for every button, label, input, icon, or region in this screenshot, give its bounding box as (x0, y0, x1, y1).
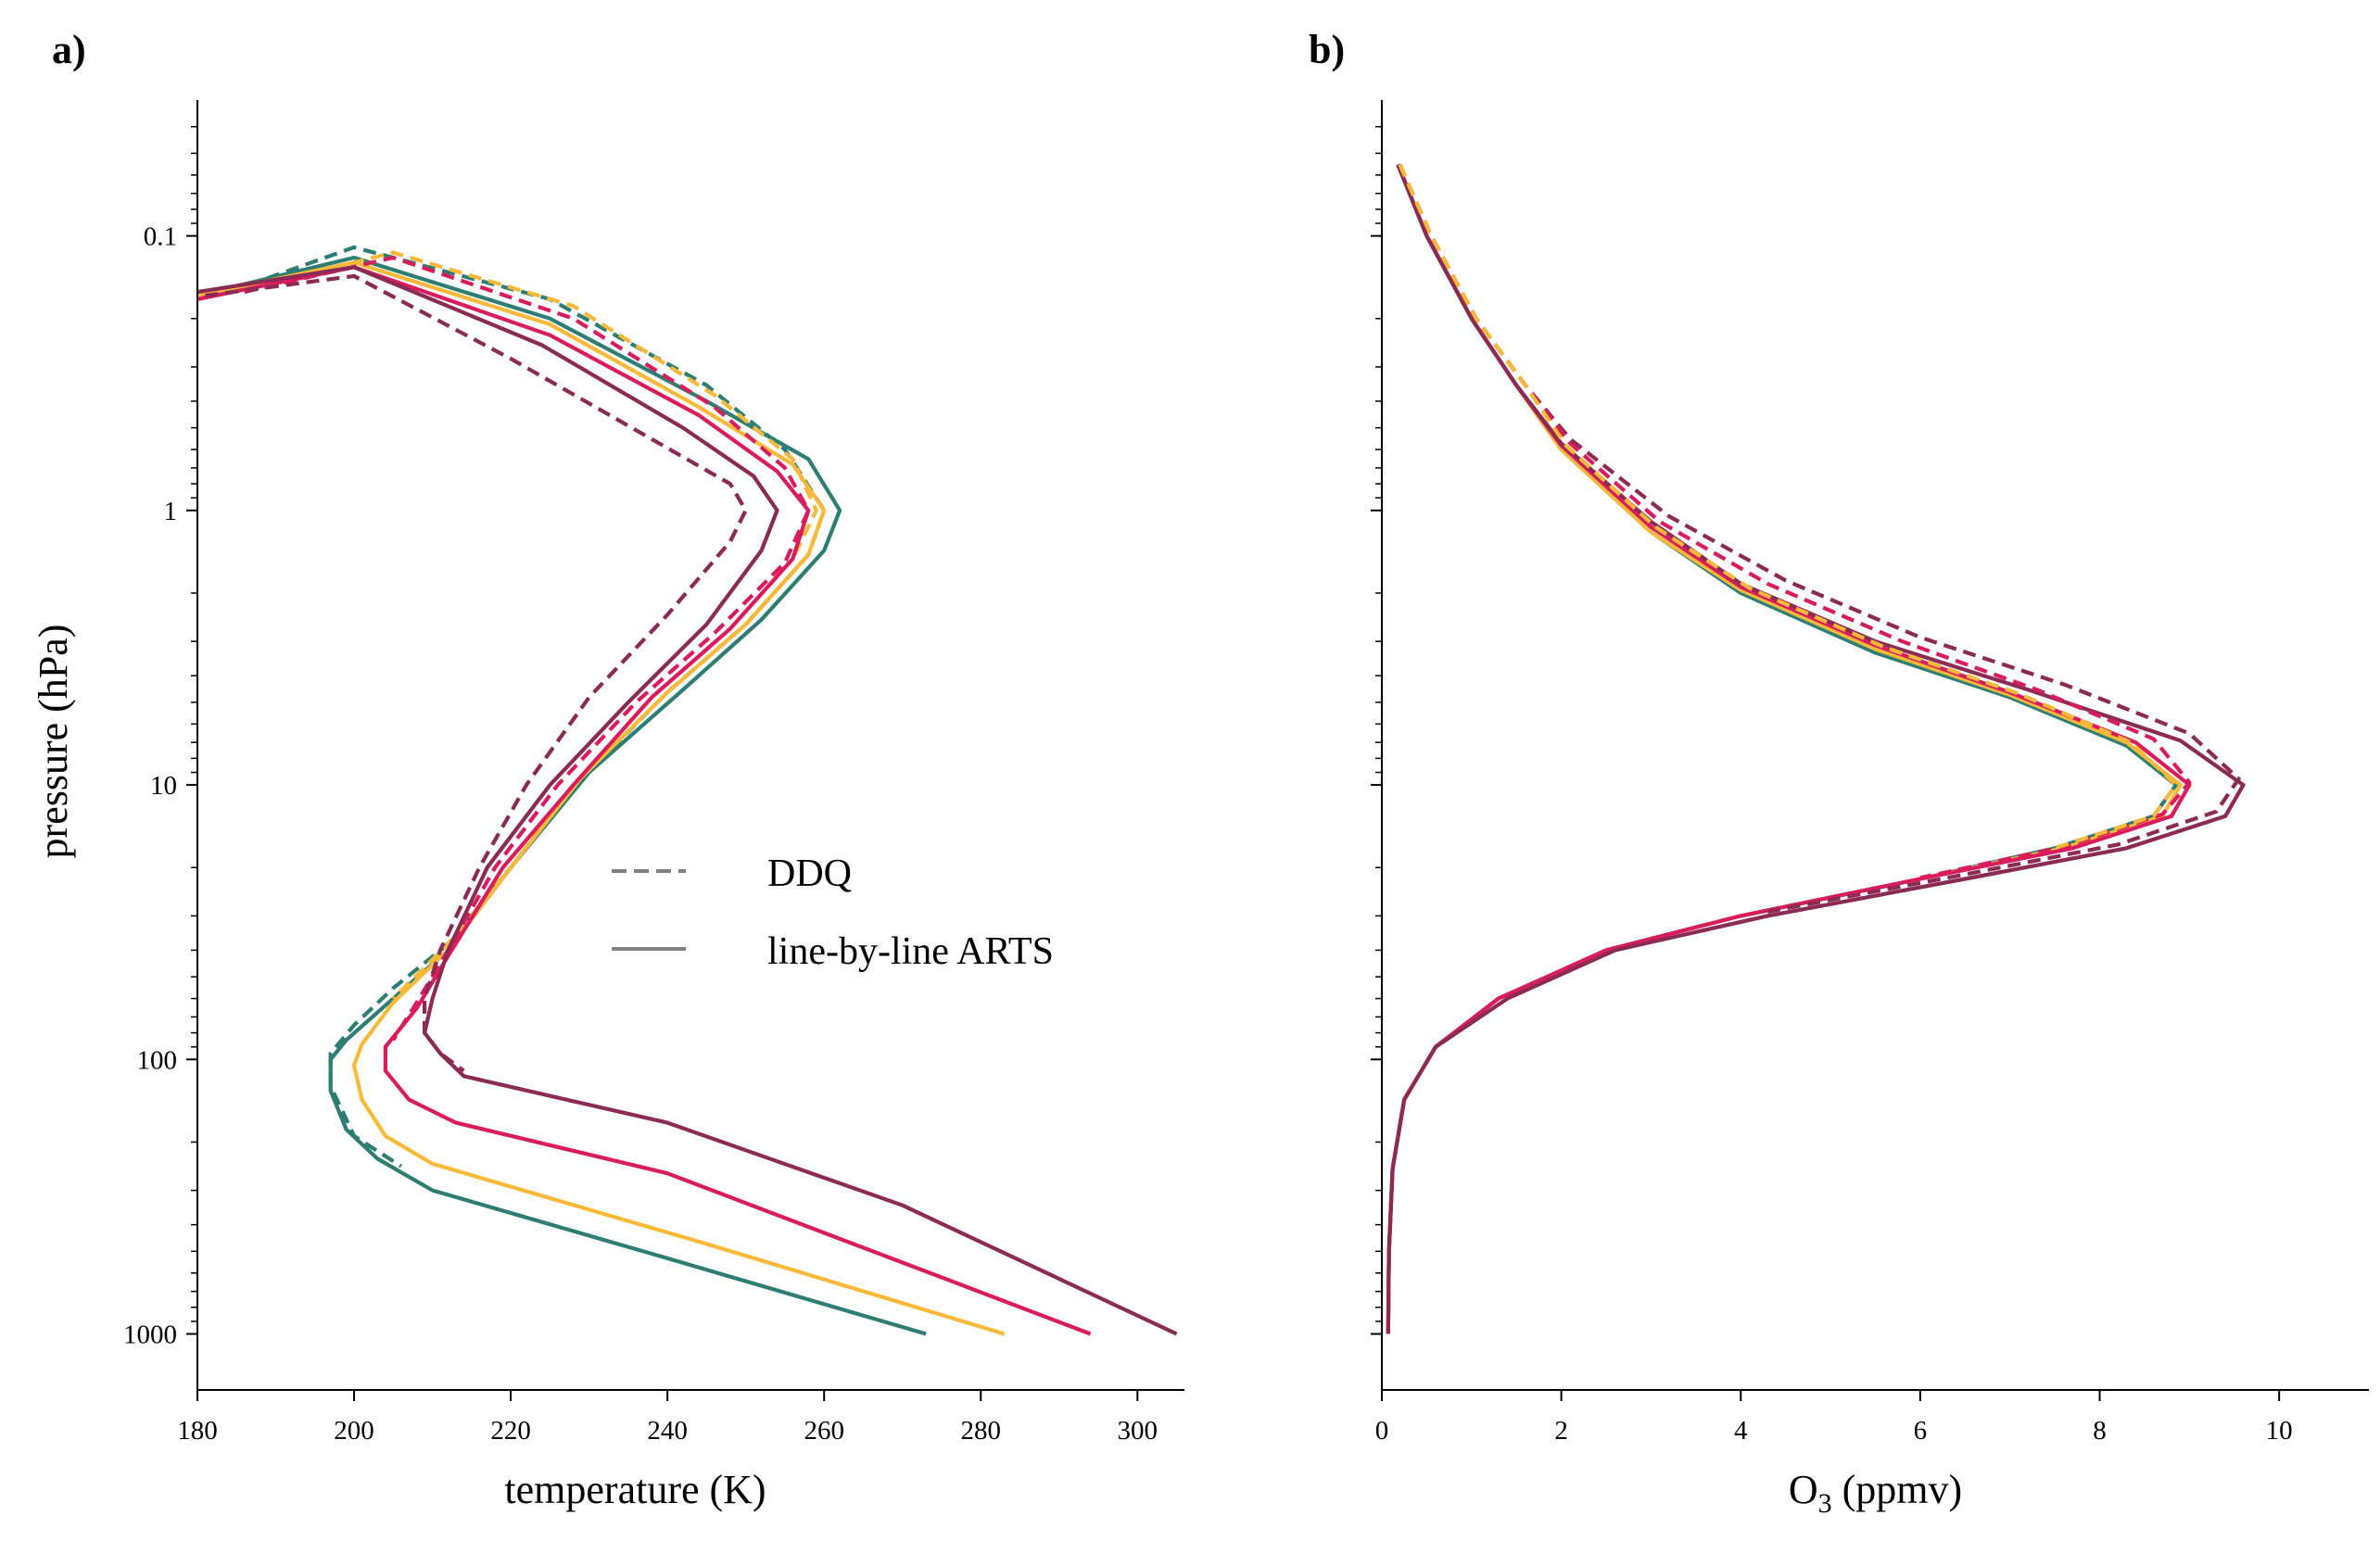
series-maroon-solid (196, 265, 1178, 1336)
x-tick-label: 260 (804, 1416, 844, 1446)
x-tick-label: 280 (960, 1416, 1001, 1446)
legend-dashed-label: DDQ (767, 853, 852, 895)
x-tick-label: 2 (1554, 1416, 1568, 1446)
x-axis-label-subscript: 3 (1818, 1488, 1832, 1519)
series-teal-dashed (228, 245, 827, 1168)
series-yellow-dashed (251, 250, 818, 1001)
y-ticks: 0.1 1 10 100 1000 (123, 125, 197, 1350)
series-teal-solid (1386, 163, 2178, 1334)
y-ticks (1371, 125, 1382, 1335)
series-yellow-solid (196, 260, 1006, 1336)
y-tick-label: 0.1 (144, 222, 177, 252)
ozone-panel: 0 2 4 6 8 10 O3 (ppmv) (1371, 100, 2369, 1519)
series-maroon-dashed (1398, 163, 2241, 915)
y-tick-label: 1000 (123, 1320, 177, 1350)
panel-b-label: b) (1309, 27, 1345, 72)
ozone-lines (1386, 163, 2246, 1334)
x-axis-label: O3 (ppmv) (1789, 1467, 1962, 1519)
series-pink-dashed (244, 255, 811, 1042)
x-tick-label: 180 (177, 1416, 218, 1446)
x-tick-label: 6 (1914, 1416, 1928, 1446)
x-tick-label: 8 (2093, 1416, 2107, 1446)
series-yellow-dashed (1398, 163, 2178, 851)
x-tick-label: 300 (1118, 1416, 1158, 1446)
x-axis-label-main: O (1789, 1467, 1818, 1512)
temperature-lines (196, 245, 1178, 1336)
y-axis-label: pressure (hPa) (31, 625, 76, 859)
temperature-panel: 180 200 220 240 260 280 300 0.1 1 10 100 1000 temp… (31, 100, 1184, 1512)
x-tick-label: 200 (334, 1416, 374, 1446)
series-pink-solid (1386, 163, 2192, 1334)
y-tick-label: 10 (150, 771, 177, 801)
x-ticks: 0 2 4 6 8 10 (1375, 1390, 2293, 1446)
x-axis-label: temperature (K) (504, 1467, 766, 1512)
x-tick-label: 220 (490, 1416, 531, 1446)
x-tick-label: 10 (2266, 1416, 2293, 1446)
y-tick-label: 100 (137, 1045, 178, 1075)
series-yellow-solid (1386, 163, 2183, 1334)
legend-solid-label: line-by-line ARTS (767, 930, 1054, 973)
series-maroon-solid (1386, 163, 2246, 1334)
legend: DDQ line-by-line ARTS (612, 853, 1054, 973)
x-tick-label: 0 (1375, 1416, 1389, 1446)
series-maroon-dashed (205, 273, 748, 1073)
series-pink-solid (196, 265, 1092, 1336)
x-ticks: 180 200 220 240 260 280 300 (177, 1390, 1158, 1446)
series-pink-dashed (1398, 163, 2192, 880)
panel-a-label: a) (52, 27, 86, 72)
x-tick-label: 4 (1734, 1416, 1748, 1446)
x-axis-label-unit: (ppmv) (1832, 1467, 1963, 1512)
y-tick-label: 1 (164, 497, 178, 526)
x-tick-label: 240 (647, 1416, 688, 1446)
